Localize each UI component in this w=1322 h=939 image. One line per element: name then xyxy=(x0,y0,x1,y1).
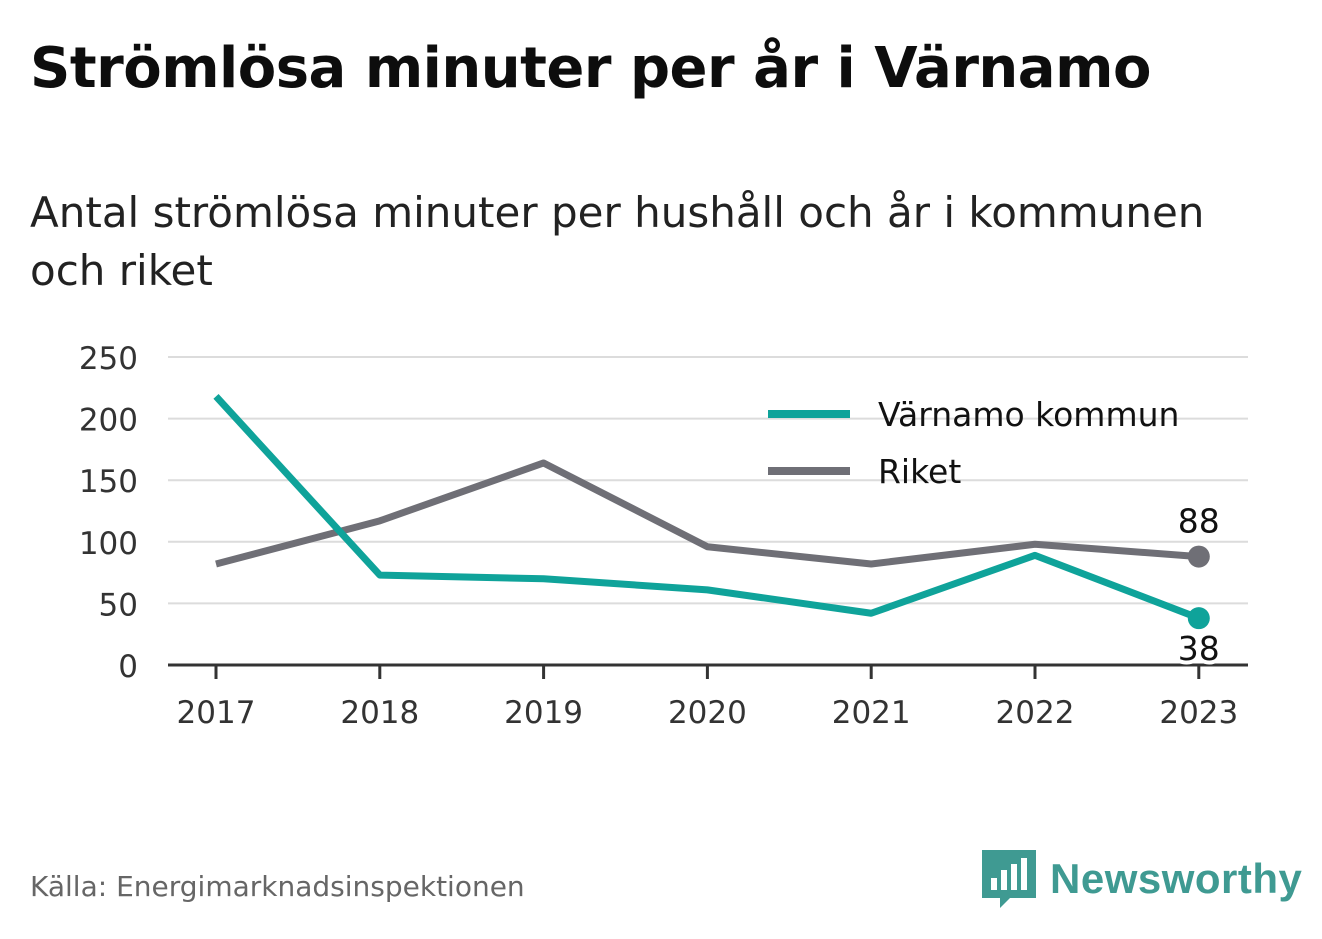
y-tick-label: 200 xyxy=(79,403,138,439)
series-end-point-0 xyxy=(1187,607,1210,630)
chart-title: Strömlösa minuter per år i Värnamo xyxy=(30,36,1151,101)
end-labels: 38 88 xyxy=(1174,498,1224,673)
x-tick-label: 2018 xyxy=(340,695,419,731)
x-tick-label: 2019 xyxy=(504,695,583,731)
series-end-point-1 xyxy=(1187,545,1210,568)
line-chart: 0 50 100 150 200 250 2017 2018 2019 2020 2021 2022… xyxy=(79,341,1248,731)
chart-subtitle: Antal strömlösa minuter per hushåll och … xyxy=(30,188,1205,295)
x-tick-label: 2020 xyxy=(668,695,747,731)
x-tick-label: 2017 xyxy=(177,695,256,731)
end-label-1: 88 xyxy=(1178,502,1220,541)
x-axis: 2017 2018 2019 2020 2021 2022 2023 xyxy=(168,663,1248,731)
series-line-1 xyxy=(215,459,1200,568)
source-note: Källa: Energimarknadsinspektionen xyxy=(30,870,525,903)
x-tick-label: 2021 xyxy=(832,695,911,731)
x-tick-label: 2023 xyxy=(1159,695,1238,731)
legend: Värnamo kommun Riket xyxy=(768,395,1179,491)
series-line-0 xyxy=(213,394,1201,622)
x-tick-label: 2022 xyxy=(996,695,1075,731)
y-tick-label: 100 xyxy=(79,526,138,562)
y-tick-label: 250 xyxy=(79,341,138,377)
brand-logo: Newsworthy xyxy=(982,850,1302,908)
y-axis: 0 50 100 150 200 250 xyxy=(79,341,138,685)
series-lines xyxy=(213,394,1210,630)
legend-label-0: Värnamo kommun xyxy=(878,395,1179,434)
brand-name: Newsworthy xyxy=(1050,855,1303,902)
y-tick-label: 50 xyxy=(99,587,138,623)
grid xyxy=(168,356,1248,605)
legend-label-1: Riket xyxy=(878,452,961,491)
end-label-0: 38 xyxy=(1178,629,1220,668)
bar-chart-speech-bubble-icon xyxy=(982,850,1036,908)
y-tick-label: 0 xyxy=(118,649,138,685)
y-tick-label: 150 xyxy=(79,464,138,500)
